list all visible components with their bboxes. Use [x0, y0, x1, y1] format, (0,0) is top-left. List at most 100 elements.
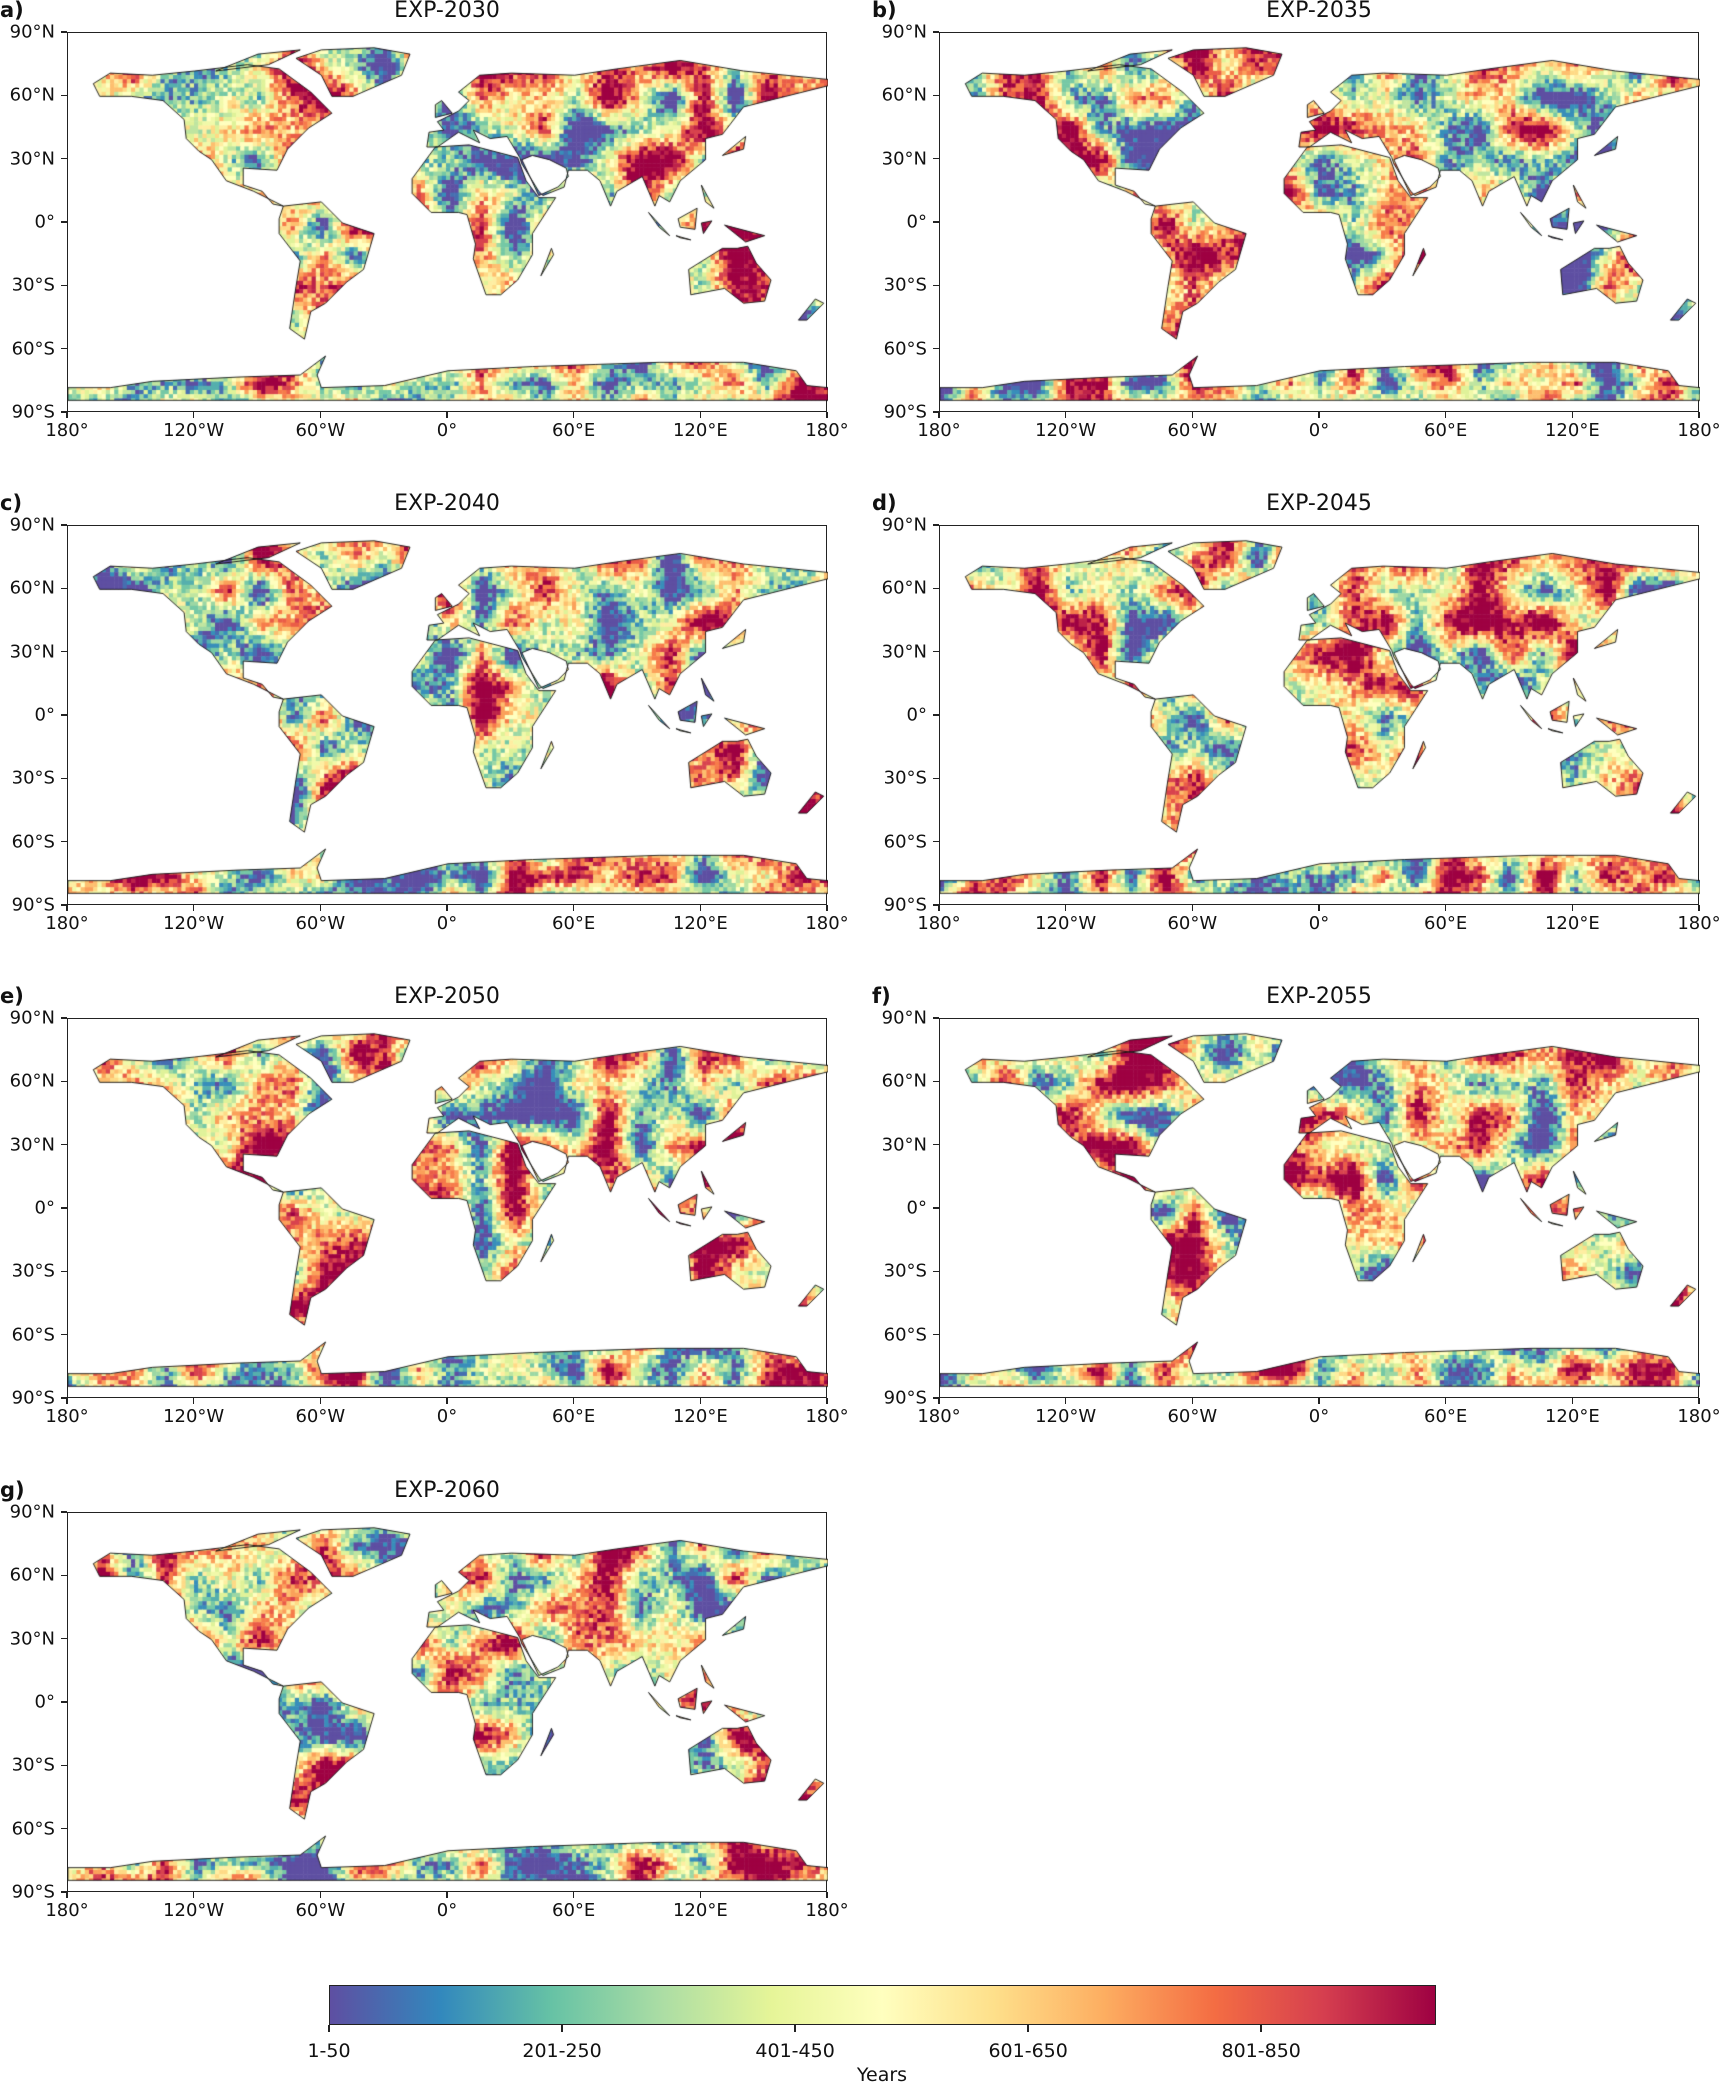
x-tick-label: 60°E [1424, 1406, 1468, 1427]
x-tick-label: 0° [436, 913, 458, 934]
y-tick-mark [61, 1764, 67, 1767]
panel-label: e) [0, 984, 24, 1008]
x-tick-mark [66, 1398, 68, 1404]
map-panel-exp-2055: f) EXP-2055 180° 120°W 60°W 0° 60°E 120°E 180°… [872, 984, 1721, 1427]
y-tick-mark [933, 1080, 939, 1083]
colorbar-tick-label: 601-650 [988, 2040, 1068, 2062]
map-axes [67, 1018, 828, 1399]
x-tick-mark [1698, 1398, 1700, 1404]
x-tick-label: 180° [917, 1406, 961, 1427]
map-axes [939, 1018, 1700, 1399]
colorbar-tick-label: 201-250 [522, 2040, 602, 2062]
y-tick-label: 60°S [883, 338, 927, 360]
x-tick-mark [1571, 905, 1574, 911]
y-tick-mark [61, 31, 67, 33]
x-tick-label: 120°E [1544, 913, 1600, 934]
y-tick-mark [933, 31, 939, 33]
y-tick-mark [61, 1827, 67, 1830]
y-tick-mark [933, 1017, 939, 1019]
y-tick-label: 30°S [883, 1260, 927, 1282]
colorbar-tick-mark [1260, 2025, 1262, 2032]
y-tick-mark [61, 221, 67, 223]
y-tick-label: 60°N [9, 577, 55, 599]
x-tick-mark [446, 905, 448, 911]
x-tick-label: 60°W [295, 1406, 346, 1427]
y-tick-label: 90°N [881, 514, 927, 536]
x-tick-label: 180° [805, 420, 849, 441]
y-tick-label: 60°S [11, 831, 55, 853]
panel-title: EXP-2045 [1266, 491, 1372, 516]
y-tick-label: 0° [906, 704, 927, 726]
colorbar-tick-mark [1027, 2025, 1029, 2032]
y-tick-label: 30°S [883, 767, 927, 789]
x-tick-label: 120°W [1035, 1406, 1097, 1427]
panel-label: c) [0, 491, 23, 515]
colorbar [329, 1985, 1436, 2025]
y-tick-label: 90°S [11, 1387, 55, 1409]
x-tick-mark [572, 1892, 575, 1898]
y-tick-mark [61, 284, 67, 287]
x-tick-label: 120°E [1544, 1406, 1600, 1427]
colorbar-label: Years [856, 2064, 908, 2086]
x-tick-mark [1571, 1398, 1574, 1404]
x-tick-mark [319, 412, 322, 418]
y-tick-label: 0° [906, 1197, 927, 1219]
map-raster [68, 1019, 828, 1399]
y-tick-label: 30°N [9, 148, 55, 170]
x-tick-label: 0° [1308, 1406, 1330, 1427]
y-tick-mark [933, 1270, 939, 1273]
x-tick-label: 120°W [163, 913, 225, 934]
x-tick-mark [1064, 412, 1067, 418]
panel-title: EXP-2055 [1266, 984, 1372, 1009]
map-axes [67, 1512, 828, 1893]
x-tick-label: 0° [436, 1900, 458, 1921]
y-tick-label: 30°S [11, 274, 55, 296]
x-tick-label: 180° [805, 1406, 849, 1427]
y-tick-label: 90°N [9, 1007, 55, 1029]
y-tick-mark [933, 94, 939, 97]
y-tick-mark [933, 840, 939, 843]
x-tick-mark [319, 1892, 322, 1898]
x-tick-mark [446, 412, 448, 418]
x-tick-mark [1191, 905, 1194, 911]
x-tick-label: 0° [1308, 913, 1330, 934]
y-tick-mark [61, 904, 67, 906]
y-tick-label: 30°N [9, 641, 55, 663]
y-tick-mark [61, 1017, 67, 1019]
y-tick-mark [61, 411, 67, 413]
x-tick-label: 120°E [672, 1900, 728, 1921]
x-tick-label: 60°E [552, 1406, 596, 1427]
x-tick-label: 60°W [295, 1900, 346, 1921]
y-tick-mark [933, 157, 939, 160]
colorbar-tick-mark [794, 2025, 796, 2032]
y-tick-label: 0° [34, 704, 55, 726]
map-panel-exp-2035: b) EXP-2035 180° 120°W 60°W 0° 60°E 120°E 180°… [872, 0, 1721, 441]
y-tick-mark [61, 1511, 67, 1513]
map-axes [67, 525, 828, 906]
x-tick-label: 180° [805, 913, 849, 934]
y-tick-mark [61, 1080, 67, 1083]
panel-label: g) [0, 1478, 25, 1502]
x-tick-mark [446, 1892, 448, 1898]
panel-label: a) [0, 0, 24, 22]
y-tick-mark [61, 1270, 67, 1273]
map-panel-exp-2050: e) EXP-2050 180° 120°W 60°W 0° 60°E 120°E 180°… [0, 984, 849, 1427]
y-tick-label: 60°S [11, 1324, 55, 1346]
map-raster [68, 526, 828, 906]
panel-title: EXP-2050 [394, 984, 500, 1009]
colorbar-tick-label: 801-850 [1221, 2040, 1301, 2062]
x-tick-mark [1444, 905, 1447, 911]
x-tick-mark [699, 1892, 702, 1898]
y-tick-mark [933, 1333, 939, 1336]
x-tick-label: 60°W [1167, 420, 1218, 441]
y-tick-label: 0° [34, 211, 55, 233]
x-tick-mark [1318, 1398, 1320, 1404]
y-tick-label: 30°S [11, 1260, 55, 1282]
y-tick-label: 90°N [9, 21, 55, 43]
x-tick-label: 180° [45, 1900, 89, 1921]
y-tick-label: 30°N [881, 148, 927, 170]
x-tick-label: 180° [1677, 420, 1721, 441]
y-tick-mark [933, 284, 939, 287]
map-raster [940, 526, 1700, 906]
y-tick-mark [933, 411, 939, 413]
